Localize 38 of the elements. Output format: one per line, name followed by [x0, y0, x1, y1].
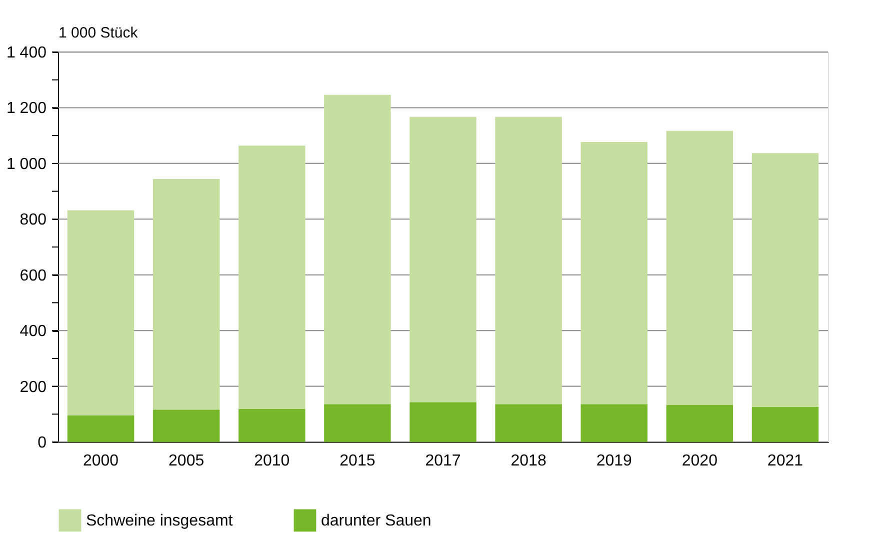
legend-label: Schweine insgesamt [86, 512, 234, 530]
legend-label: darunter Sauen [321, 512, 432, 530]
x-tick-label: 2015 [340, 452, 376, 470]
x-tick-label: 2020 [682, 452, 718, 470]
y-tick-label: 1 000 [6, 156, 47, 173]
bar [410, 402, 476, 442]
y-tick-label: 1 200 [6, 100, 47, 118]
y-tick-label: 1 400 [6, 44, 47, 62]
bar [67, 415, 134, 442]
bar [410, 116, 476, 402]
x-tick-label: 2019 [596, 452, 632, 470]
bar [152, 410, 220, 442]
bar [152, 179, 220, 410]
bar [238, 408, 306, 442]
x-tick-label: 2017 [425, 452, 461, 470]
x-tick-label: 2021 [767, 452, 804, 470]
x-tick-label: 2018 [510, 452, 546, 470]
bar [580, 142, 648, 404]
y-tick-label: 600 [20, 267, 47, 284]
x-tick-label: 2000 [82, 452, 119, 470]
bar [666, 130, 734, 405]
bar [495, 404, 562, 442]
bar [324, 404, 391, 442]
y-axis-title: 1 000 Stück [58, 24, 138, 42]
y-tick-label: 400 [20, 323, 47, 340]
bar [752, 406, 819, 442]
y-tick-label: 800 [20, 212, 47, 229]
y-tick-label: 0 [38, 434, 47, 452]
x-tick-label: 2010 [254, 452, 290, 470]
y-tick-label: 200 [20, 378, 47, 396]
bar [67, 210, 134, 416]
bar [752, 153, 819, 407]
bar [495, 116, 562, 404]
bar [324, 94, 391, 404]
bar [238, 146, 306, 409]
x-tick-label: 2005 [168, 452, 204, 470]
bar [666, 404, 734, 442]
bar [580, 404, 648, 442]
